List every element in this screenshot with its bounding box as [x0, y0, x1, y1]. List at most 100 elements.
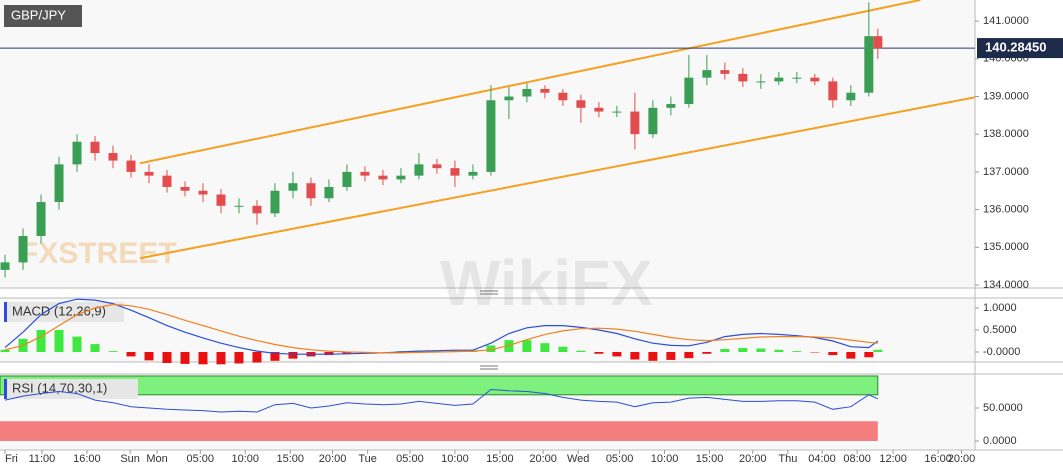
candle-body: [873, 36, 883, 49]
y-tick-label: 1.0000: [983, 302, 1017, 314]
x-tick-label: 15:00: [696, 453, 724, 465]
x-tick-label: 04:00: [808, 453, 836, 465]
macd-histogram-bar: [864, 352, 874, 358]
rsi-label: RSI (14,70,30,1): [12, 380, 107, 395]
candle-body: [684, 77, 694, 105]
y-tick-label: 50.0000: [983, 402, 1023, 414]
candle-body: [108, 153, 118, 161]
y-tick-label: -0.0000: [983, 346, 1020, 358]
y-tick-label: 134.0000: [983, 279, 1029, 291]
candle-body: [612, 111, 622, 113]
x-tick-label: 11:00: [29, 453, 56, 465]
macd-histogram-bar: [432, 350, 442, 353]
candle-body: [252, 205, 262, 214]
candle-body: [144, 171, 154, 176]
macd-histogram-bar: [522, 340, 532, 353]
candle-body: [72, 141, 82, 165]
x-tick-label: Tue: [358, 453, 377, 465]
macd-histogram-bar: [234, 352, 244, 364]
x-tick-label: Fri: [5, 453, 18, 465]
candle-body: [126, 160, 136, 172]
macd-label-accent: [4, 302, 7, 322]
candle-body: [162, 175, 172, 187]
candle-body: [180, 186, 190, 191]
macd-histogram-bar: [666, 352, 676, 360]
macd-histogram-bar: [252, 352, 262, 363]
x-tick-label: 12:00: [879, 453, 907, 465]
macd-histogram-bar: [54, 330, 64, 353]
macd-histogram-bar: [612, 352, 622, 357]
x-tick-label: 20:00: [739, 453, 767, 465]
candle-body: [216, 194, 226, 206]
resize-handle[interactable]: [480, 365, 498, 370]
pair-label: GBP/JPY: [11, 7, 66, 22]
x-tick-label: 05:00: [606, 453, 634, 465]
candle-body: [288, 183, 298, 191]
macd-histogram-bar: [756, 348, 766, 353]
candle-body: [324, 186, 334, 199]
candle-body: [792, 77, 802, 79]
candle-body: [648, 107, 658, 135]
candle-body: [576, 100, 586, 108]
macd-histogram-bar: [486, 345, 496, 353]
macd-histogram-bar: [846, 352, 856, 359]
macd-histogram-bar: [828, 352, 838, 356]
rsi-label-accent: [4, 379, 7, 399]
candle-body: [846, 92, 856, 101]
candle-body: [396, 175, 406, 180]
macd-histogram-bar: [144, 352, 154, 361]
y-tick-label: 0.5000: [983, 324, 1017, 336]
candle-body: [756, 81, 766, 83]
watermark: FXSTREET: [20, 237, 177, 270]
candle-body: [270, 190, 280, 214]
y-tick-label: 0.0000: [983, 435, 1017, 447]
x-tick-label: Sun: [120, 453, 140, 465]
x-tick-label: 05:00: [187, 453, 215, 465]
candle-body: [666, 104, 676, 108]
oversold-band: [0, 421, 878, 442]
x-tick-label: 10:00: [232, 453, 260, 465]
x-tick-label: 08:00: [843, 453, 871, 465]
macd-histogram-bar: [630, 352, 640, 360]
macd-histogram-bar: [288, 352, 298, 359]
y-tick-label: 138.0000: [983, 128, 1029, 140]
current-price-box: [977, 38, 1063, 59]
macd-histogram-bar: [648, 352, 658, 361]
candle-body: [522, 88, 532, 97]
candle-body: [702, 70, 712, 78]
candle-body: [360, 171, 370, 176]
x-tick-label: 16:00: [924, 453, 952, 465]
overbought-band: [0, 375, 879, 396]
channel-line: [139, 96, 976, 260]
candle-body: [828, 81, 838, 101]
macd-histogram-bar: [792, 351, 802, 353]
macd-histogram-bar: [162, 352, 172, 364]
macd-line: [4, 298, 879, 355]
candle-body: [0, 262, 10, 270]
resize-handle[interactable]: [480, 290, 498, 295]
candle-body: [864, 36, 874, 93]
macd-histogram-bar: [216, 352, 226, 365]
macd-histogram-bar: [720, 348, 730, 353]
macd-histogram-bar: [90, 344, 100, 353]
macd-histogram-bar: [702, 352, 712, 354]
candle-body: [810, 77, 820, 82]
macd-histogram-bar: [540, 343, 550, 353]
candle-body: [486, 100, 496, 172]
candle-body: [738, 73, 748, 82]
y-tick-label: 139.0000: [983, 90, 1029, 102]
macd-histogram-bar: [504, 340, 514, 353]
x-tick-label: 20:00: [948, 453, 976, 465]
macd-histogram-bar: [324, 352, 334, 356]
candle-body: [378, 175, 388, 180]
x-tick-label: 15:00: [486, 453, 514, 465]
x-tick-label: 10:00: [441, 453, 469, 465]
candle-body: [18, 235, 28, 263]
candle-body: [720, 70, 730, 74]
macd-histogram-bar: [108, 351, 118, 353]
current-price-label: 140.28450: [985, 40, 1046, 55]
candle-body: [504, 96, 514, 101]
y-tick-label: 141.0000: [983, 15, 1029, 27]
macd-histogram-bar: [576, 350, 586, 353]
